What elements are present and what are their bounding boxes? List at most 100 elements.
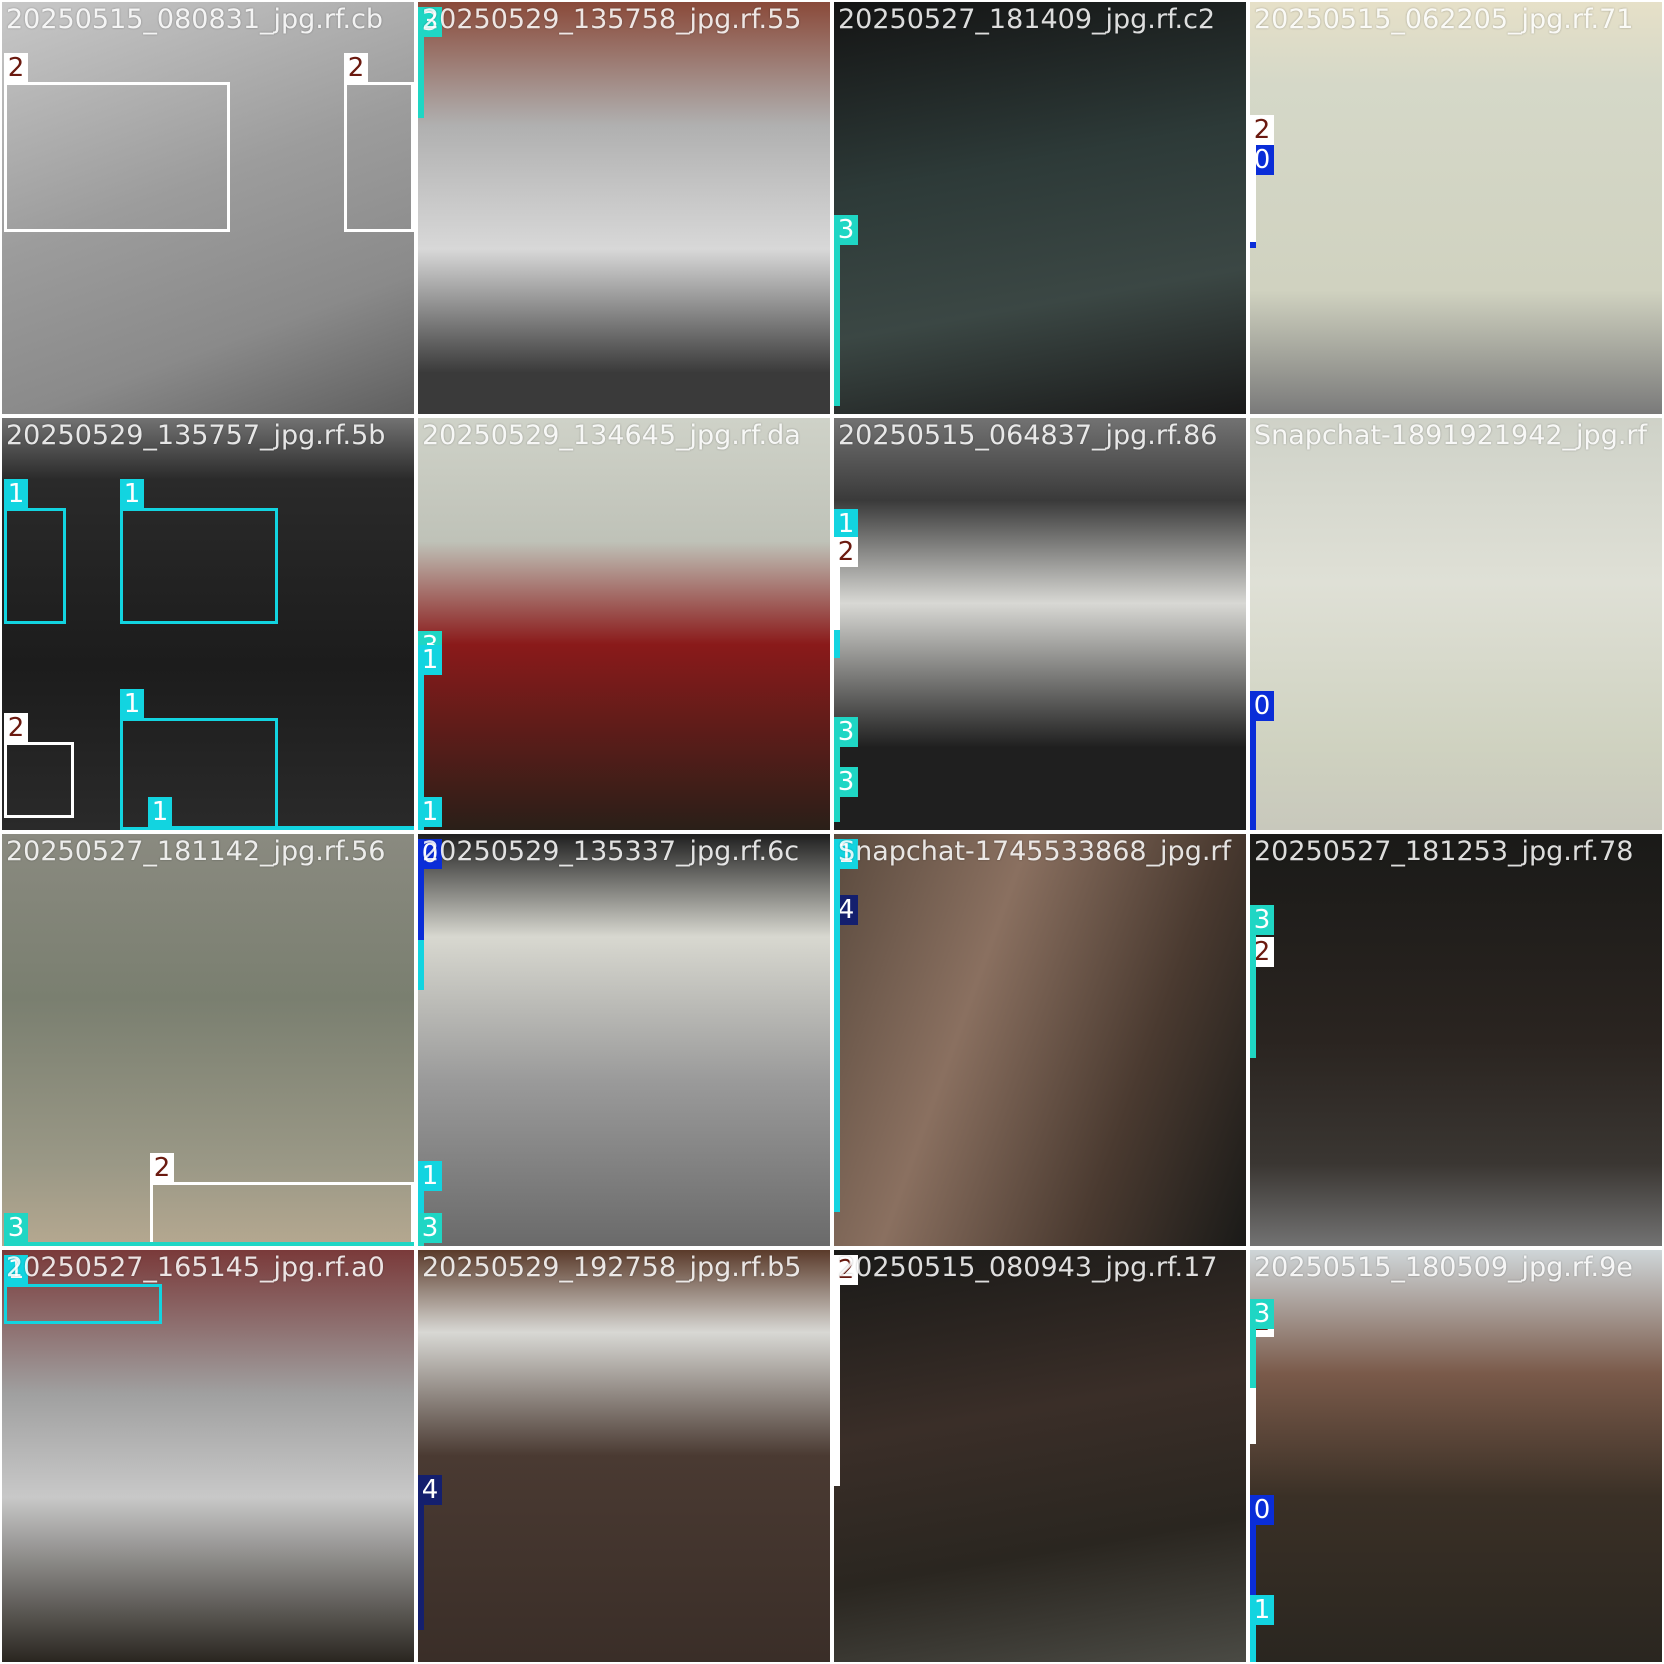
class-label: 1 <box>120 479 144 509</box>
tile-photo <box>834 1250 1246 1662</box>
tile-photo <box>1250 834 1662 1246</box>
detection-box: 3 <box>834 767 858 822</box>
class-label: 1 <box>120 689 144 719</box>
detection-box: 3 <box>418 7 442 118</box>
detection-box: 0 <box>1250 1495 1274 1662</box>
tile-filename: 20250529_192758_jpg.rf.b5 <box>422 1252 802 1283</box>
class-label: 1 <box>418 645 442 675</box>
class-label: 2 <box>344 53 368 83</box>
mosaic-tile: 20250529_135337_jpg.rf.6c10133 <box>416 832 832 1248</box>
tile-photo <box>1250 418 1662 830</box>
detection-box: 2 <box>834 537 858 630</box>
mosaic-tile: 20250529_192758_jpg.rf.b544 <box>416 1248 832 1664</box>
tile-filename: 20250515_080831_jpg.rf.cb <box>6 4 384 35</box>
tile-photo <box>1250 1250 1662 1662</box>
detection-box: 3 <box>418 1213 442 1246</box>
mosaic-tile: 20250515_064837_jpg.rf.86 1 2 3 3 <box>832 416 1248 832</box>
tile-photo <box>418 834 830 1246</box>
detection-box: 2 <box>344 53 414 232</box>
class-label: 3 <box>418 7 442 37</box>
class-label: 1 <box>418 1161 442 1191</box>
class-label: 3 <box>1250 905 1274 935</box>
tile-photo <box>418 418 830 830</box>
tile-photo <box>418 1250 830 1662</box>
tile-photo <box>2 834 414 1246</box>
class-label: 2 <box>150 1153 174 1183</box>
tile-photo <box>418 2 830 414</box>
tile-filename: 20250527_165145_jpg.rf.a0 <box>6 1252 385 1283</box>
detection-box: 1 <box>418 797 442 830</box>
detection-box: 0 <box>418 839 442 940</box>
tile-photo <box>834 834 1246 1246</box>
tile-filename: 20250515_180509_jpg.rf.9e <box>1254 1252 1633 1283</box>
mosaic-tile: 20250515_080831_jpg.rf.cb 2 2 <box>0 0 416 416</box>
detection-box: 2 <box>834 1255 858 1486</box>
class-label: 3 <box>834 215 858 245</box>
tile-photo <box>1250 2 1662 414</box>
detection-box: 3 <box>834 215 858 406</box>
tile-photo <box>834 2 1246 414</box>
detection-box: 2 <box>4 713 74 818</box>
mosaic-tile: Snapchat-1745533868_jpg.rf 4 1 <box>832 832 1248 1248</box>
mosaic-tile: 20250527_181409_jpg.rf.c2 3 <box>832 0 1248 416</box>
mosaic-tile: 20250515_080943_jpg.rf.17 2 <box>832 1248 1248 1664</box>
class-label: 2 <box>4 713 28 743</box>
class-label: 0 <box>1250 691 1274 721</box>
tile-filename: 20250527_181142_jpg.rf.56 <box>6 836 386 867</box>
tile-filename: 20250515_080943_jpg.rf.17 <box>838 1252 1218 1283</box>
mosaic-tile: 20250527_165145_jpg.rf.a0 1 <box>0 1248 416 1664</box>
detection-box: 3 <box>1250 905 1274 1058</box>
detection-box: 1 <box>418 645 442 830</box>
class-label: 1 <box>834 509 858 539</box>
tile-filename: 20250529_135758_jpg.rf.55 <box>422 4 802 35</box>
class-label: 2 <box>834 1255 858 1285</box>
class-label: 3 <box>1250 1299 1274 1329</box>
detection-box: 1 <box>4 479 66 624</box>
mosaic-tile: 20250515_180509_jpg.rf.9e2301 <box>1248 1248 1664 1664</box>
class-label: 3 <box>418 1213 442 1243</box>
tile-filename: Snapchat-1745533868_jpg.rf <box>838 836 1232 867</box>
class-label: 3 <box>4 1213 28 1243</box>
class-label: 2 <box>1250 115 1274 145</box>
mosaic-tile: 20250529_135758_jpg.rf.55 3 <box>416 0 832 416</box>
detection-box: 2 <box>1250 115 1274 242</box>
tile-filename: 20250527_181253_jpg.rf.78 <box>1254 836 1634 867</box>
detection-box: 1 <box>1250 1595 1274 1662</box>
tile-photo <box>2 1250 414 1662</box>
mosaic-tile: 20250529_134645_jpg.rf.da311 <box>416 416 832 832</box>
detection-box: 0 <box>1250 691 1274 830</box>
detection-box: 1 <box>834 839 858 1212</box>
detection-box: 1 <box>148 797 414 830</box>
tile-filename: 20250529_135757_jpg.rf.5b <box>6 420 386 451</box>
tile-filename: 20250529_134645_jpg.rf.da <box>422 420 801 451</box>
detection-box: 1 <box>4 1255 162 1324</box>
class-label: 0 <box>418 839 442 869</box>
tile-photo <box>834 418 1246 830</box>
class-label: 1 <box>1250 1595 1274 1625</box>
class-label: 1 <box>418 797 442 827</box>
class-label: 2 <box>4 53 28 83</box>
tile-filename: 20250529_135337_jpg.rf.6c <box>422 836 800 867</box>
class-label: 1 <box>148 797 172 827</box>
class-label: 1 <box>4 1255 28 1285</box>
tile-filename: 20250527_181409_jpg.rf.c2 <box>838 4 1216 35</box>
tile-photo <box>2 418 414 830</box>
class-label: 1 <box>4 479 28 509</box>
tile-filename: 20250515_062205_jpg.rf.71 <box>1254 4 1634 35</box>
mosaic-tile: 20250529_135757_jpg.rf.5b 1 1 2 1 1 <box>0 416 416 832</box>
detection-box: 1 <box>120 479 278 624</box>
tile-filename: Snapchat-1891921942_jpg.rf <box>1254 420 1648 451</box>
class-label: 1 <box>834 839 858 869</box>
detection-box: 1 <box>120 689 278 830</box>
mosaic-tile: Snapchat-1891921942_jpg.rf 0 <box>1248 416 1664 832</box>
tile-filename: 20250515_064837_jpg.rf.86 <box>838 420 1218 451</box>
mosaic-tile: 20250527_181253_jpg.rf.78 2 3 <box>1248 832 1664 1248</box>
detection-box: 3 <box>1250 1299 1274 1388</box>
class-label: 3 <box>834 767 858 797</box>
class-label: 2 <box>834 537 858 567</box>
detection-box: 4 <box>418 1475 442 1630</box>
class-label: 0 <box>1250 1495 1274 1525</box>
class-label: 3 <box>834 717 858 747</box>
detection-box: 3 <box>4 1213 414 1246</box>
